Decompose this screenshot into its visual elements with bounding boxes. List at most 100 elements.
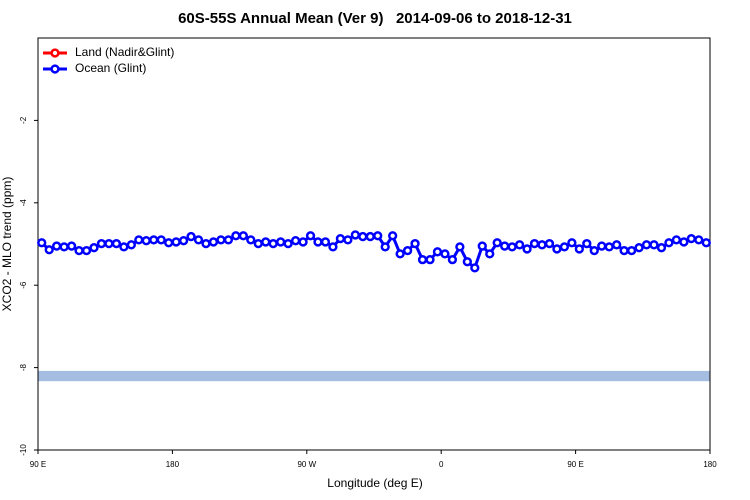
data-point (425, 255, 435, 265)
x-tick-label: 90 W (297, 460, 316, 469)
data-point (634, 243, 644, 253)
data-point (612, 240, 622, 250)
data-point (104, 238, 114, 249)
data-point (597, 241, 607, 251)
data-point (604, 242, 614, 252)
data-point (208, 237, 219, 247)
data-point (216, 235, 226, 245)
data-point (410, 238, 420, 249)
data-point (656, 243, 667, 253)
reference-band (38, 370, 710, 382)
data-point (619, 245, 629, 256)
data-point (37, 238, 47, 248)
data-point (193, 235, 204, 245)
data-point (701, 238, 711, 248)
data-point (664, 238, 674, 248)
data-point (380, 242, 390, 252)
data-point (350, 230, 360, 240)
data-point (261, 237, 271, 247)
data-point (171, 237, 181, 247)
data-point (59, 242, 69, 252)
legend-marker (50, 48, 60, 58)
data-point (119, 242, 129, 252)
data-point (529, 238, 540, 249)
data-point (276, 237, 286, 247)
x-tick-label: 0 (439, 460, 444, 469)
y-tick-label: -8 (19, 363, 28, 371)
data-point (44, 245, 54, 255)
y-tick-label: -6 (19, 281, 28, 289)
data-point (477, 241, 487, 251)
data-point (388, 231, 398, 241)
data-point (298, 237, 308, 247)
x-tick-label: 90 E (567, 460, 583, 469)
legend-marker (50, 64, 60, 74)
data-point (201, 238, 211, 249)
data-point (81, 245, 92, 256)
data-point (149, 235, 159, 245)
data-point (492, 238, 502, 248)
data-point (686, 233, 696, 244)
data-point (178, 236, 189, 246)
data-point (559, 242, 570, 252)
data-point (649, 240, 659, 250)
chart-title: 60S-55S Annual Mean (Ver 9) 2014-09-06 t… (178, 10, 572, 27)
data-point (447, 255, 458, 265)
data-point (589, 245, 599, 256)
data-point (141, 236, 151, 246)
data-point (470, 263, 480, 273)
data-point (238, 231, 248, 241)
x-tick-label: 180 (703, 460, 717, 469)
data-point (223, 235, 234, 245)
data-point (246, 235, 256, 245)
data-point (365, 231, 375, 242)
data-point (641, 240, 652, 250)
data-point (694, 235, 704, 245)
data-point (328, 242, 338, 252)
data-point (455, 242, 465, 252)
legend-label: Ocean (Glint) (75, 61, 146, 75)
data-point (186, 231, 196, 242)
data-point (373, 231, 383, 241)
legend-label: Land (Nadir&Glint) (75, 45, 174, 59)
data-point (514, 240, 525, 250)
data-point (335, 233, 346, 244)
data-point (582, 238, 592, 249)
y-tick-label: -10 (19, 444, 28, 456)
data-point (52, 241, 62, 251)
data-point (89, 243, 99, 253)
data-point (440, 249, 450, 259)
data-point (111, 238, 122, 249)
data-point (522, 244, 532, 254)
data-point (156, 235, 166, 245)
data-point (679, 237, 689, 247)
data-point (66, 241, 77, 251)
y-tick-label: -2 (19, 116, 28, 124)
data-point (395, 249, 405, 259)
data-point (268, 238, 278, 249)
data-point (305, 231, 316, 241)
data-point (500, 241, 510, 251)
x-tick-label: 90 E (30, 460, 46, 469)
y-tick-label: -4 (19, 199, 28, 207)
data-point (253, 238, 263, 249)
data-point (574, 244, 584, 254)
data-point (320, 237, 331, 247)
x-axis-label: Longitude (deg E) (327, 476, 422, 490)
data-point (358, 231, 368, 242)
data-point (432, 247, 443, 257)
data-point (544, 238, 555, 249)
data-point (552, 244, 562, 254)
data-point (134, 235, 144, 245)
data-point (96, 238, 107, 249)
data-point (567, 238, 577, 248)
data-point (671, 235, 682, 245)
data-point (507, 242, 517, 252)
data-point (126, 240, 136, 250)
data-point (462, 257, 472, 267)
data-point (343, 235, 353, 245)
data-point (74, 245, 84, 256)
data-point (626, 245, 637, 256)
data-point (283, 238, 293, 249)
